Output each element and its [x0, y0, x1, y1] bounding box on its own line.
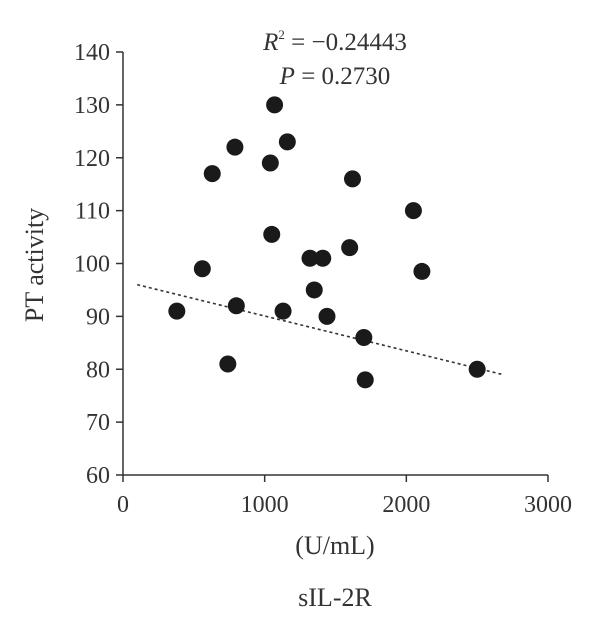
- y-tick-label: 130: [74, 93, 110, 119]
- data-point: [193, 260, 211, 278]
- y-tick-label: 120: [74, 146, 110, 172]
- y-tick-label: 70: [86, 410, 110, 436]
- r-squared-annotation: R2 = −0.24443: [262, 27, 407, 56]
- data-point: [226, 138, 244, 156]
- data-point: [314, 249, 332, 267]
- trendline-group: [136, 283, 503, 376]
- x-tick-label: 1000: [241, 492, 289, 518]
- data-point: [274, 302, 292, 320]
- r2-value: = −0.24443: [285, 29, 407, 56]
- y-tick-label: 60: [86, 463, 110, 489]
- data-point: [341, 239, 359, 257]
- data-point: [468, 360, 486, 378]
- y-tick-label: 90: [86, 304, 110, 330]
- r2-superscript: 2: [278, 27, 285, 42]
- x-tick-label: 0: [117, 492, 129, 518]
- data-point: [344, 170, 361, 188]
- data-points: [168, 96, 486, 389]
- data-point: [404, 202, 422, 220]
- y-tick-label: 140: [74, 40, 110, 66]
- data-point: [356, 371, 374, 389]
- data-point: [227, 297, 245, 315]
- data-point: [305, 281, 323, 299]
- data-point: [261, 154, 279, 172]
- r2-letter: R: [262, 29, 278, 56]
- y-tick-label: 110: [75, 199, 110, 225]
- data-point: [168, 302, 186, 320]
- data-point: [219, 355, 237, 373]
- x-axis-ticks: 0 1000 2000 3000: [117, 475, 572, 518]
- p-letter: P: [279, 63, 295, 90]
- p-value-annotation: P = 0.2730: [279, 63, 391, 90]
- data-point: [355, 329, 373, 347]
- data-point: [318, 307, 336, 325]
- y-axis-ticks: 60 70 80 90 100 110 120 130 140: [74, 40, 123, 489]
- trendline: [136, 283, 503, 376]
- data-point: [203, 165, 221, 183]
- x-tick-label: 3000: [524, 492, 572, 518]
- data-point: [278, 133, 296, 151]
- x-tick-label: 2000: [382, 492, 430, 518]
- p-value: = 0.2730: [295, 63, 390, 90]
- y-tick-label: 80: [86, 357, 110, 383]
- data-point: [413, 262, 431, 280]
- data-point: [266, 96, 284, 114]
- data-point: [263, 225, 281, 243]
- y-tick-label: 100: [74, 252, 110, 278]
- x-axis-title: (U/mL): [295, 531, 374, 560]
- y-axis-title: PT activity: [20, 208, 49, 322]
- x-axis-subtitle: sIL-2R: [298, 583, 372, 612]
- data-point: [301, 249, 319, 267]
